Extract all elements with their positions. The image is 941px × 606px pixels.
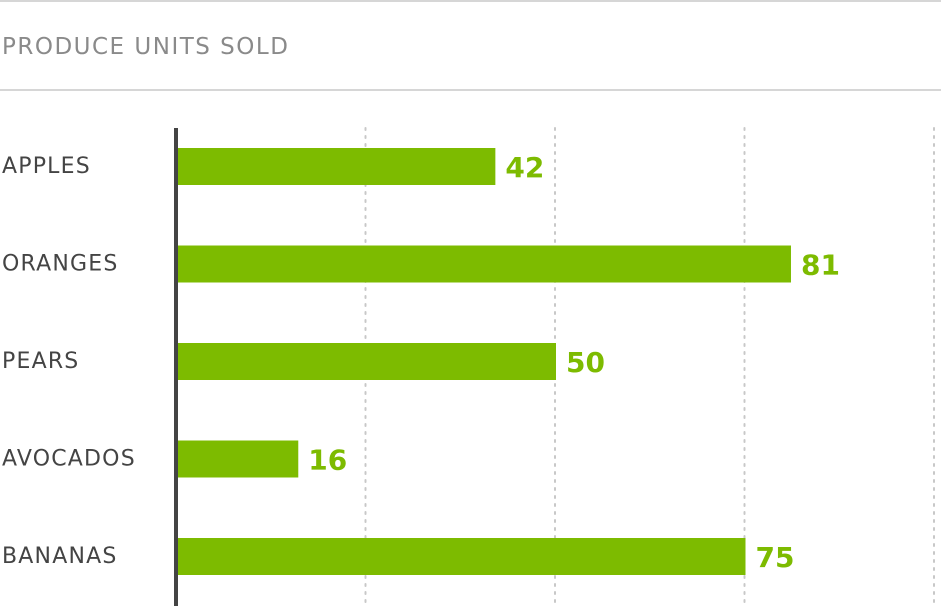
bar <box>177 440 299 478</box>
value-label: 81 <box>801 249 840 282</box>
value-label: 42 <box>505 151 544 184</box>
value-label: 50 <box>566 346 605 379</box>
chart-title: PRODUCE UNITS SOLD <box>2 34 290 60</box>
category-label: APPLES <box>2 154 91 179</box>
value-label: 75 <box>756 541 795 574</box>
bar <box>177 245 791 283</box>
category-label: PEARS <box>2 349 79 374</box>
category-label: ORANGES <box>2 252 119 277</box>
value-label: 16 <box>308 444 347 477</box>
top-divider <box>0 0 941 2</box>
category-label: AVOCADOS <box>2 447 136 472</box>
category-label: BANANAS <box>2 544 118 569</box>
bar <box>177 538 746 575</box>
bar <box>177 343 556 380</box>
title-divider <box>0 89 941 91</box>
bar <box>177 148 496 185</box>
